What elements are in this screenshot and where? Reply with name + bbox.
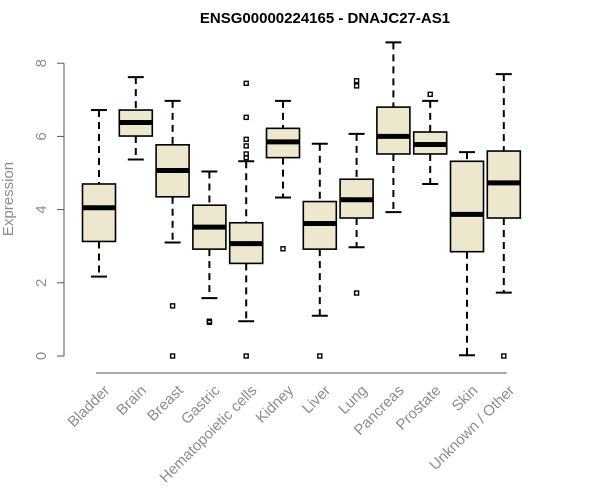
- iqr-box: [449, 160, 485, 253]
- x-tick-label: Liver: [299, 382, 334, 417]
- box-series: [81, 41, 522, 374]
- outlier-point: [501, 353, 507, 359]
- box-gastric: [192, 170, 227, 326]
- box-pancreas: [376, 41, 411, 214]
- outlier-point: [427, 91, 433, 98]
- box-prostate: [412, 91, 448, 185]
- outlier-point: [206, 319, 213, 326]
- outlier-point: [243, 114, 249, 121]
- outlier-point: [317, 353, 323, 359]
- outlier-point: [243, 136, 249, 143]
- y-axis: 0 2 4 6 8: [33, 59, 65, 360]
- box-kidney: [265, 99, 301, 252]
- outlier-point: [243, 143, 249, 149]
- x-tick-label: Kidney: [253, 382, 298, 427]
- chart-title: ENSG00000224165 - DNAJC27-AS1: [200, 10, 450, 27]
- outlier-point: [280, 246, 286, 252]
- outlier-point: [243, 353, 249, 359]
- outlier-point: [169, 303, 176, 309]
- box-unknown-other: [486, 73, 522, 359]
- box-breast: [155, 99, 190, 359]
- outlier-point: [353, 78, 360, 84]
- outlier-point: [353, 83, 360, 89]
- y-tick-label: 2: [33, 279, 50, 287]
- outlier-point: [353, 290, 360, 296]
- box-brain: [118, 76, 154, 161]
- box-skin: [449, 151, 485, 357]
- box-bladder: [81, 109, 117, 278]
- box-hematopoietic-cells: [228, 80, 264, 359]
- y-tick-label: 0: [33, 352, 50, 360]
- x-tick-label: Skin: [449, 382, 482, 415]
- y-tick-label: 4: [33, 205, 50, 213]
- box-lung: [339, 78, 374, 296]
- outlier-point: [243, 80, 249, 87]
- y-tick-label: 8: [33, 59, 50, 67]
- iqr-box: [376, 106, 411, 155]
- y-tick-label: 6: [33, 132, 50, 140]
- x-tick-label: Bladder: [65, 382, 114, 431]
- box-liver: [302, 142, 338, 359]
- iqr-box: [81, 183, 117, 243]
- outlier-point: [169, 353, 176, 359]
- outlier-point: [243, 154, 249, 161]
- y-axis-label: Expression: [0, 162, 17, 236]
